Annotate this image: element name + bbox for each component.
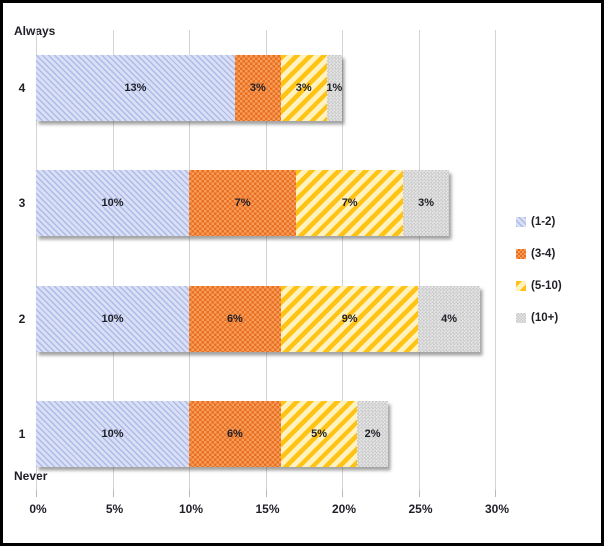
bar-segment-(3-4): 6%	[189, 401, 281, 468]
stacked-bar-row-3: 10% 7% 7% 3%	[36, 170, 450, 237]
vertical-gridline	[112, 30, 114, 490]
y-axis-category-label: 2	[18, 311, 26, 326]
vertical-gridline	[342, 30, 343, 490]
legend-label: (3-4)	[531, 248, 556, 260]
x-axis-tick-label: 30%	[484, 502, 510, 516]
x-axis-tick	[495, 490, 496, 497]
axis-bottom-label: Never	[14, 469, 48, 483]
data-label: 1%	[326, 81, 343, 94]
bar-segment-(10+): 3%	[403, 170, 450, 237]
x-axis-tick-label: 0%	[29, 502, 47, 516]
bar-segment-(10+): 4%	[418, 285, 480, 352]
data-label: 10%	[101, 197, 124, 210]
legend-swatch-icon	[516, 313, 526, 323]
x-axis-tick-label: 25%	[408, 502, 433, 516]
bar-segment-(3-4): 6%	[189, 285, 281, 352]
data-label: 6%	[226, 428, 243, 441]
x-axis-tick	[36, 490, 37, 497]
y-axis-category-label: 3	[18, 196, 26, 211]
legend-entry: (1-2)	[516, 215, 562, 229]
x-axis-tick-label: 20%	[331, 502, 357, 516]
legend-entry: (10+)	[516, 311, 562, 325]
legend-entry: (5-10)	[516, 279, 562, 293]
bar-segment-(1-2): 13%	[36, 54, 235, 121]
data-label: 9%	[341, 312, 358, 325]
data-label: 3%	[295, 81, 312, 94]
data-label: 7%	[341, 197, 358, 210]
data-label: 3%	[249, 81, 266, 94]
data-label: 5%	[311, 428, 327, 441]
bar-segment-(1-2): 10%	[36, 170, 189, 237]
stacked-bar-row-4: 13% 3% 3% 1%	[36, 54, 343, 121]
bar-segment-(10+): 1%	[326, 54, 343, 121]
data-label: 6%	[226, 312, 243, 325]
legend-swatch-icon	[516, 217, 526, 227]
vertical-gridline	[36, 30, 37, 490]
legend-label: (1-2)	[531, 216, 556, 228]
bar-segment-(5-10): 5%	[280, 401, 358, 468]
chart-legend: (1-2) (3-4) (5-10) (10+)	[516, 215, 562, 343]
data-label: 4%	[441, 312, 458, 325]
data-label: 10%	[101, 428, 124, 441]
x-axis-tick-label: 15%	[255, 502, 280, 516]
y-axis-category-label: 4	[18, 80, 26, 95]
vertical-gridline	[495, 30, 496, 490]
x-axis-tick	[418, 490, 420, 497]
bar-segment-(3-4): 7%	[189, 170, 297, 237]
bar-segment-(1-2): 10%	[36, 285, 189, 352]
data-label: 3%	[418, 197, 435, 210]
legend-label: (10+)	[531, 312, 559, 324]
vertical-gridline	[189, 30, 190, 490]
legend-swatch-icon	[516, 249, 526, 259]
stacked-bar-row-2: 10% 6% 9% 4%	[36, 285, 480, 352]
x-axis-tick-label: 10%	[178, 502, 204, 516]
legend-entry: (3-4)	[516, 247, 562, 261]
legend-swatch-icon	[516, 281, 526, 291]
y-axis-category-label: 1	[18, 427, 26, 442]
data-label: 2%	[364, 428, 381, 441]
bar-segment-(3-4): 3%	[234, 54, 281, 121]
data-label: 13%	[124, 81, 147, 94]
data-label: 7%	[234, 197, 251, 210]
bar-segment-(5-10): 7%	[296, 170, 404, 237]
vertical-gridline	[265, 30, 267, 490]
x-axis-tick	[112, 490, 114, 497]
bar-segment-(10+): 2%	[357, 401, 388, 468]
bar-segment-(5-10): 3%	[280, 54, 327, 121]
legend-label: (5-10)	[531, 280, 562, 292]
vertical-gridline	[418, 30, 420, 490]
stacked-bar-row-1: 10% 6% 5% 2%	[36, 401, 388, 468]
axis-top-label: Always	[14, 24, 56, 38]
x-axis-tick	[265, 490, 267, 497]
data-label: 10%	[101, 312, 124, 325]
x-axis-tick	[342, 490, 343, 497]
x-axis-tick	[189, 490, 190, 497]
bar-segment-(1-2): 10%	[36, 401, 189, 468]
bar-segment-(5-10): 9%	[280, 285, 419, 352]
x-axis-tick-label: 5%	[105, 502, 124, 516]
